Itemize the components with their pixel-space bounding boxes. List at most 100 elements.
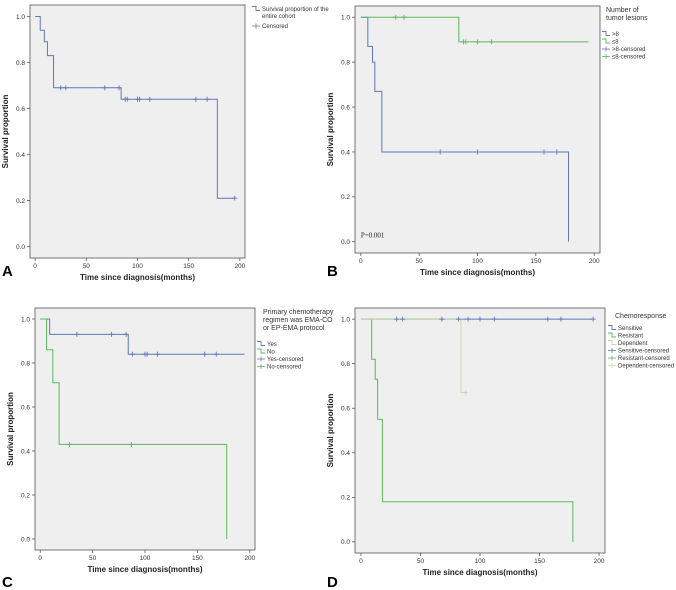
legend-item: ≤8-censored [602, 54, 645, 61]
legend-label: ≤8 [612, 40, 619, 46]
censor-mark [63, 85, 69, 91]
legend-item: Resistant-censored [608, 355, 670, 362]
plot-area [354, 5, 601, 254]
legend-item: Dependent-censored [608, 363, 674, 370]
x-tick-label: 100 [475, 558, 486, 565]
censor-mark [456, 316, 462, 322]
censor-mark [129, 351, 135, 357]
y-axis-title: Survival proportion [326, 394, 335, 468]
legend-label: Resistant [618, 334, 643, 340]
y-tick-label: 0.2 [16, 198, 25, 205]
y-tick-label: 0.4 [341, 450, 350, 457]
censor-mark [67, 441, 73, 447]
censor-mark [147, 96, 153, 102]
legend-step [608, 340, 616, 345]
legend-label: Dependent [618, 341, 648, 347]
x-tick-label: 100 [140, 555, 151, 562]
x-tick-label: 200 [244, 555, 255, 562]
censor-mark [58, 85, 64, 91]
censor-mark [155, 351, 161, 357]
chart-panel-c: 0 50 100 150 200 0.0 0.2 0.4 0.6 0.8 1.0 Time since… [2, 307, 334, 590]
legend-label: No-censored [267, 365, 301, 371]
x-tick-label: 200 [234, 263, 245, 270]
legend-item: Dependent [608, 340, 648, 347]
y-tick-label: 0.0 [341, 539, 350, 546]
legend-title: Chemoresponse [615, 313, 666, 320]
y-tick-label: 0.4 [341, 149, 350, 156]
censor-mark [124, 96, 130, 102]
panel-label: D [327, 574, 338, 590]
legend-step [257, 348, 265, 354]
x-tick-label: 0 [33, 263, 37, 270]
censor-mark [463, 39, 469, 45]
censor-mark [545, 316, 551, 322]
legend-title: or EP-EMA protocol [263, 325, 325, 332]
legend-label: Yes [267, 342, 277, 348]
y-tick-label: 0.4 [21, 448, 30, 455]
panel-label: A [2, 263, 13, 280]
km-curve--8 [360, 16, 569, 242]
panel-label: C [2, 574, 13, 590]
p-value-annotation: P=0.001 [361, 231, 385, 239]
y-tick-label: 0.8 [16, 60, 25, 67]
censor-mark [558, 316, 564, 322]
censor-mark [491, 316, 497, 322]
x-tick-label: 150 [534, 558, 545, 565]
legend-item: No [257, 348, 275, 356]
legend-label: >8-censored [612, 47, 646, 53]
censor-mark [74, 331, 80, 337]
legend-title: Number of [606, 7, 639, 14]
censor-mark [102, 85, 108, 91]
y-tick-label: 1.0 [341, 316, 350, 323]
x-tick-label: 0 [359, 558, 363, 565]
plot-area [34, 307, 256, 551]
legend-step [608, 325, 616, 330]
legend: ChemoresponseSensitiveResistantDependent… [608, 313, 674, 370]
km-curve-no [40, 318, 228, 539]
censor-mark [202, 351, 208, 357]
censor-mark [475, 39, 480, 45]
x-tick-label: 50 [417, 558, 425, 565]
x-tick-label: 200 [594, 558, 605, 565]
y-tick-label: 0.8 [21, 360, 30, 367]
x-axis-title: Time since diagnosis(months) [423, 568, 538, 577]
x-tick-label: 0 [359, 258, 363, 265]
legend-label: Sensitive-censored [618, 349, 669, 355]
censor-mark [400, 316, 406, 322]
legend-step [257, 341, 265, 346]
y-tick-label: 0.8 [341, 361, 350, 368]
legend-item: Yes-censored [257, 356, 303, 363]
plot-area [29, 4, 246, 259]
censor-mark [463, 390, 469, 396]
chart-panel-a: 0 50 100 150 200 0.0 0.2 0.4 0.6 0.8 1.0 Time since… [1, 4, 329, 282]
legend-item: ≤8 [602, 38, 619, 46]
legend-item: >8-censored [602, 46, 646, 53]
legend-label: ≤8-censored [612, 55, 645, 61]
legend-title: regimen was EMA-CO [263, 317, 333, 324]
x-tick-label: 50 [89, 555, 97, 562]
censor-mark [116, 85, 122, 91]
y-tick-label: 1.0 [21, 316, 30, 323]
censor-mark [144, 351, 150, 357]
x-tick-label: 50 [83, 263, 91, 270]
y-tick-label: 0.2 [341, 495, 350, 502]
censor-mark [137, 96, 143, 102]
x-axis-title: Time since diagnosis(months) [420, 268, 535, 277]
y-tick-label: 0.6 [16, 106, 25, 113]
y-tick-label: 0.0 [16, 244, 25, 251]
censor-mark [108, 331, 114, 337]
censor-mark [213, 351, 219, 357]
censor-mark [204, 96, 210, 102]
legend-item: Sensitive-censored [608, 348, 669, 355]
legend-item: Sensitive [608, 325, 643, 332]
legend-step [602, 38, 610, 44]
y-axis-title: Survival proportion [6, 392, 15, 466]
legend-step [608, 332, 616, 338]
censor-mark [554, 149, 560, 155]
y-tick-label: 0.2 [341, 194, 350, 201]
censor-mark [477, 316, 483, 322]
y-tick-label: 0.8 [341, 59, 350, 66]
